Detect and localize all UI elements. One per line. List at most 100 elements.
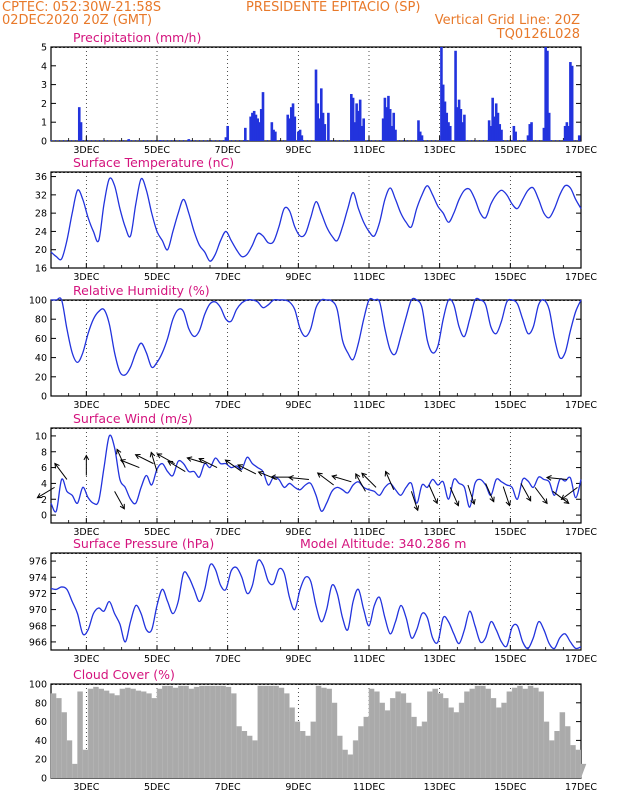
x-tick-label: 13DEC (424, 272, 456, 283)
precip-bar (159, 140, 162, 141)
precip-bar (491, 97, 494, 141)
y-tick-label: 100 (29, 680, 47, 691)
y-tick-label: 24 (35, 227, 47, 238)
series-line (50, 559, 582, 650)
precip-bar (496, 112, 500, 141)
precip-bar (514, 131, 517, 141)
wind-arrow (384, 470, 395, 490)
x-tick-label: 15DEC (494, 654, 526, 665)
precip-bar (544, 47, 547, 141)
y-tick-label: 2 (41, 495, 47, 506)
x-tick-label: 3DEC (73, 145, 99, 156)
y-tick-label: 0 (41, 392, 47, 403)
x-tick-label: 13DEC (424, 145, 456, 156)
precip-bar (394, 129, 397, 141)
x-tick-label: 15DEC (494, 782, 526, 793)
precip-bar (300, 135, 304, 141)
y-tick-label: 40 (35, 736, 47, 747)
precip-bar (318, 118, 321, 141)
precip-bar (447, 122, 450, 141)
precip-bar (291, 103, 295, 141)
x-tick-label: 3DEC (73, 272, 99, 283)
y-tick-label: 80 (35, 315, 47, 326)
x-tick-label: 7DEC (215, 145, 241, 156)
x-tick-label: 5DEC (144, 654, 170, 665)
panel-title: Surface Temperature (nC) (73, 155, 234, 170)
x-tick-label: 7DEC (215, 400, 241, 411)
wind-arrow (54, 462, 68, 480)
precip-bar (244, 127, 247, 141)
precip-bar (448, 125, 452, 141)
x-tick-label: 15DEC (494, 527, 526, 538)
precip-bar (493, 116, 496, 141)
precip-bar (360, 125, 364, 141)
panel-title: Cloud Cover (%) (73, 667, 175, 682)
precip-bar (252, 110, 256, 141)
x-tick-label: 15DEC (494, 272, 526, 283)
y-tick-label: 976 (29, 557, 47, 568)
precip-bar (526, 135, 530, 141)
wind-arrow (149, 451, 158, 472)
y-tick-label: 16 (35, 264, 47, 275)
precip-bar (512, 125, 516, 141)
panel-frame (50, 171, 582, 269)
precip-bar (500, 129, 503, 141)
precip-bar (440, 47, 443, 141)
y-tick-label: 970 (29, 605, 47, 616)
wind-arrow (545, 475, 567, 481)
y-tick-label: 5 (41, 43, 47, 54)
precip-bar (298, 129, 302, 141)
y-tick-label: 4 (41, 61, 47, 72)
y-tick-label: 2 (41, 99, 47, 110)
x-tick-label: 3DEC (73, 400, 99, 411)
wind-arrow (114, 491, 125, 510)
x-tick-label: 7DEC (215, 272, 241, 283)
precip-bar (567, 125, 570, 141)
y-tick-label: 60 (35, 334, 47, 345)
precip-bar (286, 114, 290, 141)
x-tick-label: 11DEC (353, 654, 385, 665)
precip-bar (358, 99, 362, 141)
precip-bar (350, 94, 353, 141)
precip-bar (327, 112, 330, 141)
wind-arrow (116, 448, 126, 468)
x-tick-label: 13DEC (424, 400, 456, 411)
precip-bar (459, 109, 463, 141)
precip-bar (388, 109, 392, 141)
x-tick-label: 17DEC (565, 654, 597, 665)
precip-bar (288, 118, 291, 141)
x-tick-label: 5DEC (144, 145, 170, 156)
x-tick-label: 3DEC (73, 782, 99, 793)
x-tick-label: 9DEC (285, 527, 311, 538)
x-tick-label: 3DEC (73, 527, 99, 538)
precip-bar (226, 125, 229, 141)
y-tick-label: 20 (35, 372, 47, 383)
precip-bar (530, 122, 533, 141)
y-tick-label: 0 (41, 511, 47, 522)
precip-bar (445, 112, 449, 141)
precip-bar (498, 124, 502, 141)
y-tick-label: 36 (35, 172, 47, 183)
x-tick-label: 9DEC (285, 145, 311, 156)
precip-bar (258, 122, 261, 141)
precip-bar (570, 65, 574, 141)
y-tick-label: 3 (41, 80, 47, 91)
precip-bar (314, 69, 318, 141)
precip-bar (256, 118, 259, 141)
precip-bar (577, 135, 581, 141)
y-tick-label: 968 (29, 621, 47, 632)
wind-arrow (361, 472, 377, 488)
precip-bar (547, 112, 551, 141)
y-tick-label: 8 (41, 447, 47, 458)
precip-bar (270, 122, 274, 141)
precip-bar (289, 107, 293, 141)
y-tick-label: 100 (29, 296, 47, 307)
wind-arrow (36, 486, 55, 499)
x-tick-label: 15DEC (494, 145, 526, 156)
x-tick-label: 11DEC (353, 145, 385, 156)
panel-title: Precipitation (mm/h) (73, 30, 201, 45)
x-tick-label: 7DEC (215, 782, 241, 793)
y-tick-label: 0 (41, 137, 47, 148)
x-tick-label: 11DEC (353, 527, 385, 538)
